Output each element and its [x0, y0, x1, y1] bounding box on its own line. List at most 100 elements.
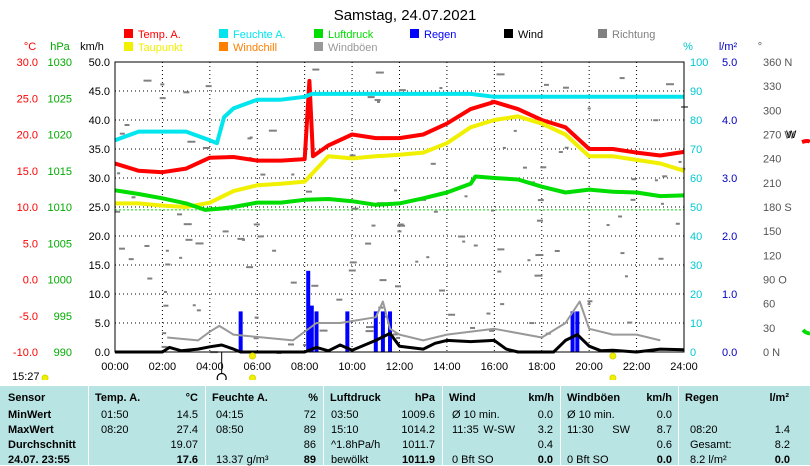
richtung-mark: [502, 146, 506, 149]
richtung-mark: [491, 209, 495, 212]
richtung-mark: [185, 238, 193, 241]
richtung-mark: [489, 329, 495, 332]
richtung-mark: [272, 249, 277, 252]
press-tick: 1030: [48, 57, 72, 69]
richtung-mark: [115, 210, 121, 213]
richtung-mark: [397, 223, 404, 226]
wind-tick: 10.0: [89, 289, 110, 301]
press-tick: 1000: [48, 275, 72, 287]
press-time: bewölkt: [331, 454, 369, 466]
richtung-mark: [117, 172, 121, 175]
richtung-mark: [438, 289, 445, 292]
press-edge-indicator: [801, 328, 810, 336]
dir-tick: 0 N: [763, 347, 780, 359]
richtung-mark: [365, 326, 374, 329]
richtung-mark: [144, 244, 150, 247]
time-tick: 18:00: [528, 361, 556, 373]
richtung-mark: [558, 151, 563, 154]
richtung-mark: [260, 173, 266, 176]
richtung-mark: [662, 175, 668, 178]
legend-swatch: [314, 42, 323, 51]
richtung-mark: [522, 166, 527, 169]
temp-tick: 30.0: [17, 57, 38, 69]
richtung-mark: [398, 89, 406, 92]
time-tick: 06:00: [243, 361, 271, 373]
richtung-mark: [587, 107, 591, 110]
moon-icon: [216, 372, 227, 380]
richtung-mark: [543, 83, 549, 86]
hum-tick: 40: [690, 231, 702, 243]
legend-swatch: [504, 29, 513, 38]
legend-label: Temp. A.: [138, 29, 181, 41]
richtung-mark: [192, 304, 196, 307]
rain-tick: 2.0: [722, 231, 737, 243]
richtung-mark: [303, 344, 307, 347]
richtung-mark: [540, 166, 547, 169]
richtung-mark: [433, 210, 438, 213]
wind-tick: 25.0: [89, 202, 110, 214]
temp-time: 01:50: [101, 409, 129, 421]
header-temp: Temp. A.: [95, 392, 141, 404]
richtung-mark: [254, 316, 259, 319]
dir-tick: 30: [763, 323, 775, 335]
richtung-mark: [311, 284, 319, 287]
header-sensor: Sensor: [8, 392, 46, 404]
richtung-mark: [497, 270, 502, 273]
legend-label: Regen: [424, 29, 456, 41]
press-time: ^1.8hPa/h: [331, 439, 381, 451]
richtung-mark: [290, 281, 297, 284]
header-hum: Feuchte A.: [212, 392, 268, 404]
richtung-mark: [396, 336, 401, 339]
legend: Temp. A. Feuchte A. Luftdruck Regen Wind Rich…: [124, 29, 655, 54]
richtung-mark: [371, 224, 376, 227]
time-tick: 10:00: [338, 361, 366, 373]
richtung-mark: [654, 179, 658, 182]
time-tick: 22:00: [623, 361, 651, 373]
wind-tick: 35.0: [89, 144, 110, 156]
rain-bar: [314, 311, 319, 352]
richtung-mark: [118, 247, 125, 250]
hum-tick: 90: [690, 86, 702, 98]
header-wind-unit: km/h: [528, 392, 554, 404]
legend-label: Windböen: [328, 42, 378, 54]
press-tick: 995: [54, 311, 72, 323]
row-label: MaxWert: [8, 424, 54, 436]
time-tick: 16:00: [481, 361, 509, 373]
richtung-mark: [247, 137, 252, 140]
richtung-mark: [458, 235, 466, 238]
richtung-mark: [448, 313, 456, 316]
richtung-mark: [473, 244, 478, 247]
richtung-mark: [392, 333, 398, 336]
richtung-mark: [195, 242, 204, 245]
time-tick: 12:00: [386, 361, 414, 373]
dir-tick: 330: [763, 81, 781, 93]
richtung-mark: [253, 337, 259, 340]
wind-tick: 20.0: [89, 231, 110, 243]
richtung-mark: [562, 86, 569, 89]
rain-bar: [373, 311, 378, 352]
wind-value: 0.4: [537, 439, 553, 451]
richtung-mark: [397, 224, 406, 227]
richtung-mark: [415, 260, 419, 263]
richtung-mark: [237, 237, 245, 240]
hum-tick: 80: [690, 115, 702, 127]
wind-dir: W-SW: [483, 424, 515, 436]
richtung-mark: [627, 321, 633, 324]
temp-tick: 15.0: [17, 166, 38, 178]
wind-tick: 30.0: [89, 173, 110, 185]
series-line: [115, 114, 685, 209]
richtung-mark: [426, 256, 430, 259]
richtung-mark: [397, 230, 402, 233]
legend-label: Windchill: [233, 42, 277, 54]
richtung-mark: [462, 240, 466, 243]
header-wind: Wind: [449, 392, 476, 404]
richtung-mark: [242, 238, 246, 241]
richtung-mark: [513, 129, 517, 132]
dir-tick: 90 O: [763, 275, 787, 287]
hum-tick: 10: [690, 318, 702, 330]
richtung-mark: [606, 224, 610, 227]
richtung-mark: [183, 91, 190, 94]
rain-tick: 4.0: [722, 115, 737, 127]
richtung-mark: [124, 124, 130, 127]
richtung-mark: [619, 77, 625, 80]
